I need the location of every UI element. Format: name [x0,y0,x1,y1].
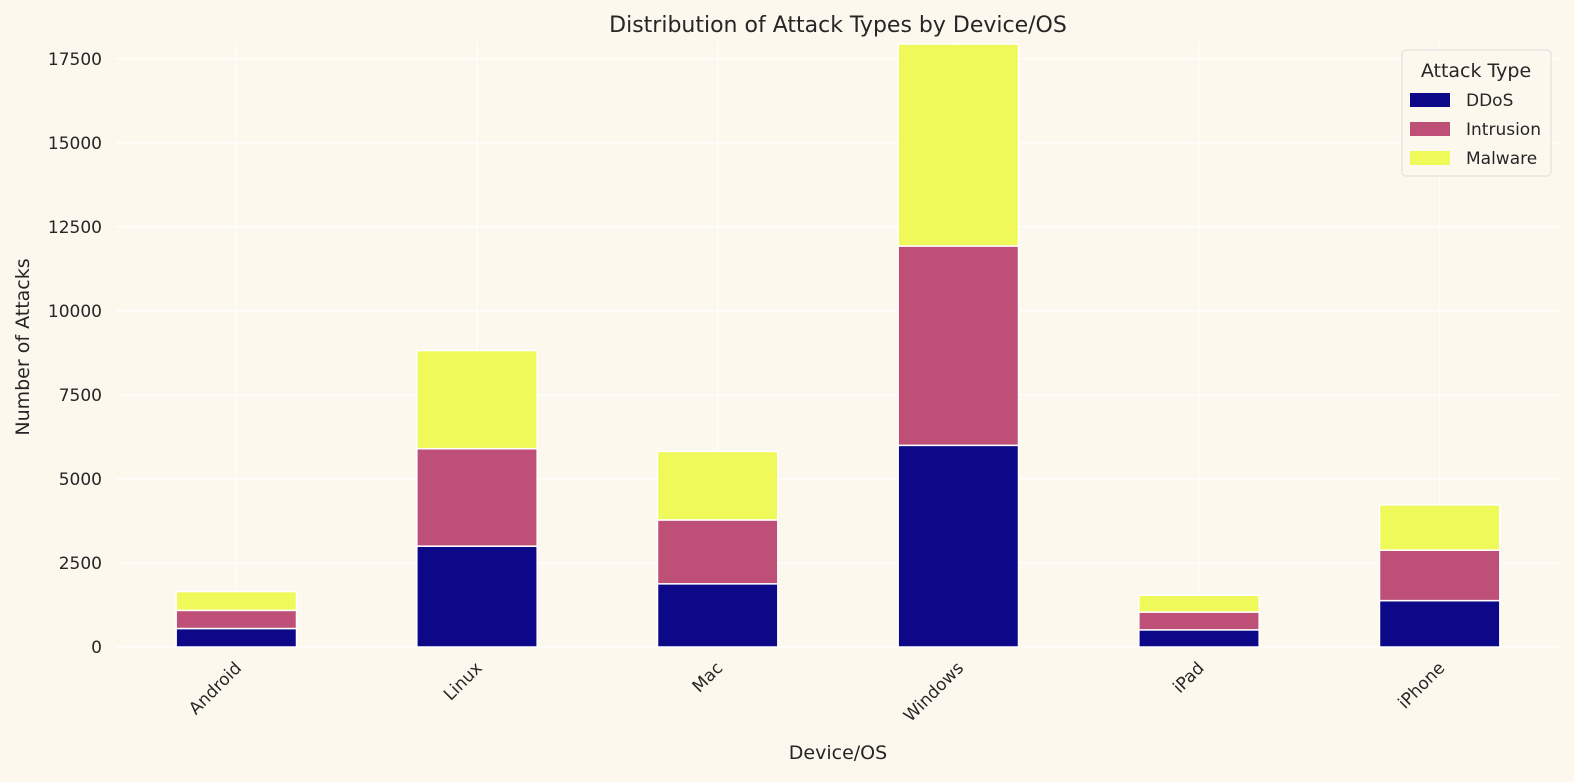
y-axis-label: Number of Attacks [12,258,34,435]
bar-linux-ddos [416,545,538,648]
legend-swatch-ddos [1410,93,1450,107]
bar-ipad-ddos [1138,629,1260,648]
bar-iphone-malware [1378,504,1501,551]
legend-swatch-intrusion [1410,122,1450,136]
y-tick-label-1: 2500 [59,554,102,574]
chart-title: Distribution of Attack Types by Device/O… [609,13,1067,38]
legend-label-ddos: DDoS [1466,91,1513,111]
y-tick-label-0: 0 [91,638,102,658]
legend-label-malware: Malware [1466,149,1537,169]
bar-android-malware [175,590,298,612]
bar-linux-intrusion [416,447,538,547]
bar-mac-intrusion [656,519,779,585]
legend-label-intrusion: Intrusion [1466,120,1541,140]
bar-mac-ddos [656,583,779,648]
bar-ipad-intrusion [1138,611,1260,631]
y-tick-label-2: 5000 [59,470,102,490]
bar-iphone-intrusion [1378,549,1501,602]
bar-android-ddos [175,627,298,648]
bar-ipad-malware [1138,594,1260,613]
legend-title: Attack Type [1421,60,1531,82]
bar-linux-malware [416,349,538,450]
bars [175,43,1501,648]
y-tick-label-3: 7500 [59,386,102,406]
bar-windows-ddos [897,444,1020,648]
legend: Attack Type DDoS Intrusion Malware [1401,49,1552,177]
y-tick-label-5: 12500 [48,218,102,238]
x-axis-label: Device/OS [789,742,887,764]
bar-iphone-ddos [1378,599,1501,648]
bar-windows-malware [897,43,1020,247]
legend-box [1401,49,1552,177]
bar-windows-intrusion [897,245,1020,447]
y-tick-label-6: 15000 [48,134,102,154]
legend-swatch-malware [1410,151,1450,165]
y-tick-label-4: 10000 [48,302,102,322]
y-tick-label-7: 17500 [48,50,102,70]
bar-mac-malware [656,450,779,521]
bar-android-intrusion [175,609,298,630]
y-axis-ticks: 0 2500 5000 7500 10000 12500 15000 17500 [48,50,102,658]
